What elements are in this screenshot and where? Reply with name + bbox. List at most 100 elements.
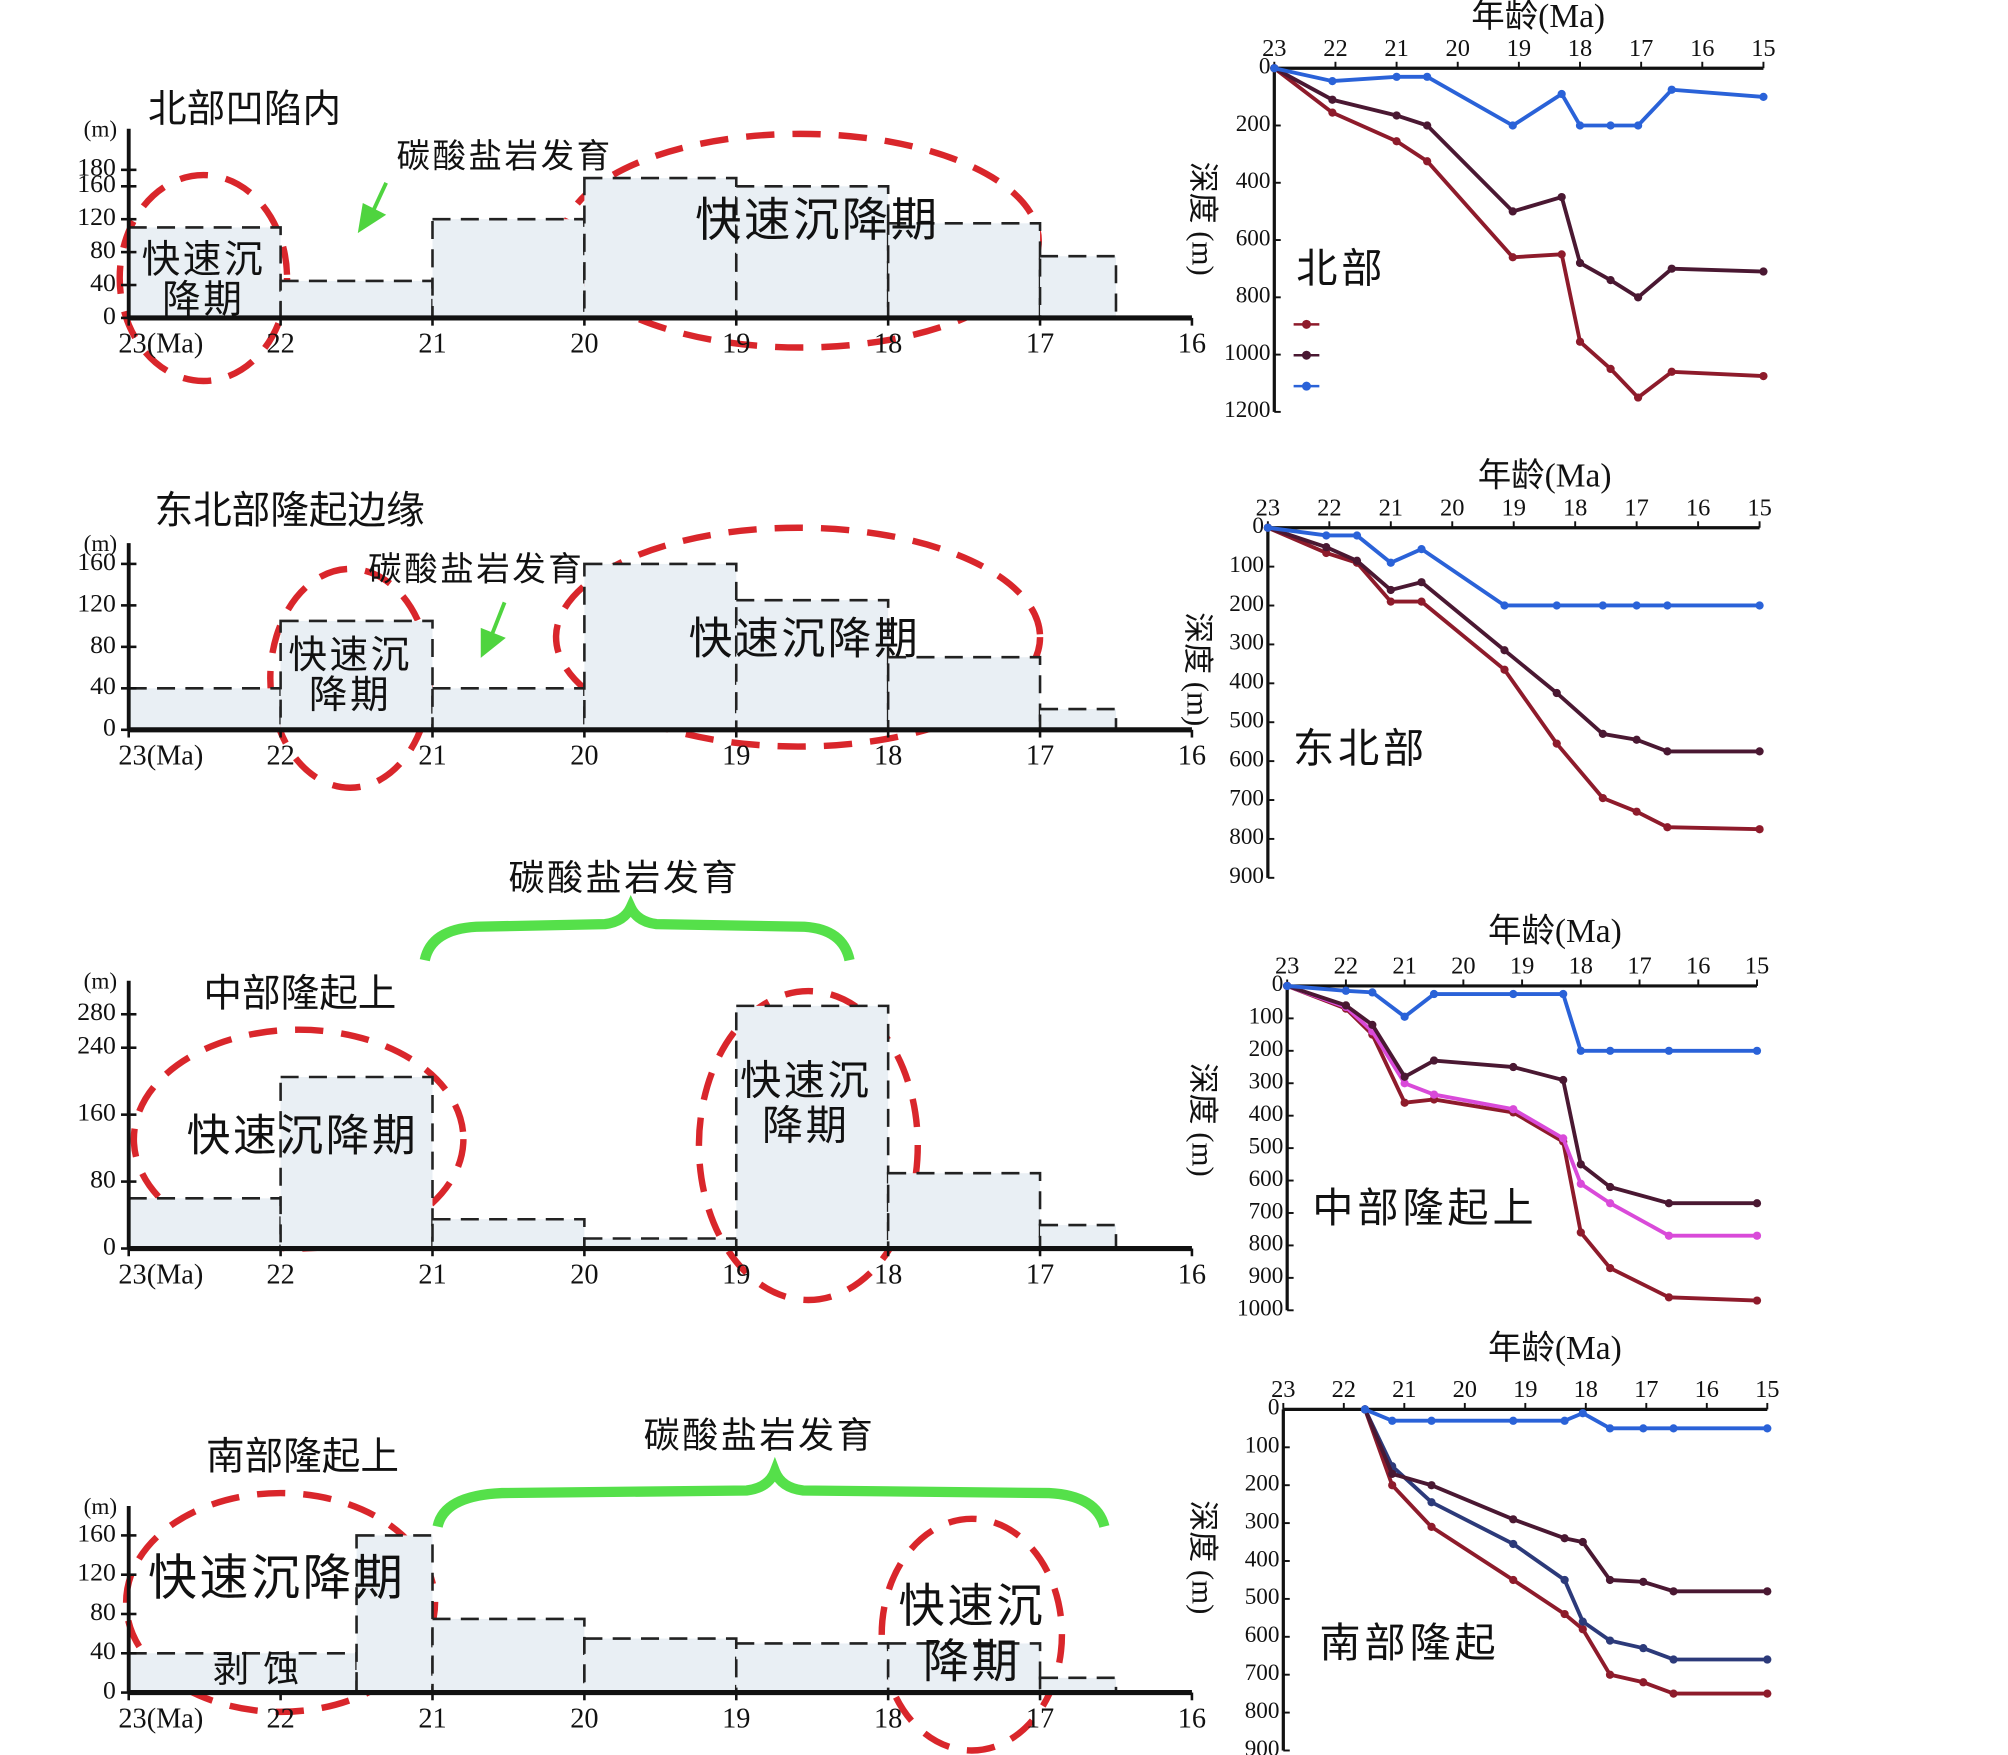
x-tick-label: 20 [570, 329, 598, 360]
point [1759, 92, 1768, 101]
y-axis-label: (m) [84, 531, 117, 557]
bar [886, 222, 1042, 320]
point [1427, 1498, 1436, 1507]
y-tick-label: 0 [103, 301, 116, 330]
x-tick-label: 18 [874, 741, 902, 772]
point [1508, 207, 1517, 216]
annotation: 剥 蚀 [213, 1650, 302, 1690]
x-tick-label: 23(Ma) [118, 1259, 203, 1290]
point [1560, 1575, 1569, 1585]
annotation: 碳酸盐岩发育 [644, 1415, 876, 1455]
point [1500, 601, 1509, 610]
x-tick-label: 19 [722, 329, 750, 360]
point [1360, 1405, 1370, 1414]
bar [886, 1642, 1042, 1694]
legend-marker [1301, 381, 1311, 391]
y-tick-label: 40 [90, 671, 116, 700]
x-tick-label: 18 [1568, 35, 1592, 62]
ellipse [122, 1489, 439, 1716]
point [1427, 1416, 1436, 1425]
x-tick-label: 18 [1569, 953, 1593, 980]
point [1328, 95, 1337, 104]
point [1605, 1670, 1615, 1679]
point [1669, 1655, 1678, 1664]
point [1400, 1012, 1409, 1021]
y-tick-label: 200 [1245, 1471, 1280, 1497]
bar [355, 1534, 434, 1694]
region-label: 中部隆起上 [1312, 1185, 1537, 1231]
x-tick-label: 16 [1695, 1376, 1719, 1403]
point [1423, 72, 1432, 81]
bar [279, 1075, 434, 1250]
green-arrows [357, 181, 507, 658]
x-tick-label: 23(Ma) [118, 329, 203, 360]
point [1667, 367, 1676, 376]
y-tick-label: 100 [1245, 1433, 1280, 1459]
point [1341, 986, 1351, 995]
x-tick-label: 19 [1507, 35, 1531, 62]
bar [583, 1637, 738, 1694]
annotation: 快速沉降期 [187, 1112, 419, 1160]
point [1664, 1293, 1674, 1302]
y-tick-label: 0 [103, 1675, 116, 1704]
ellipse [130, 1026, 467, 1252]
bar [431, 1217, 586, 1250]
y-tick-label: 160 [77, 547, 116, 576]
bar-chart: 0 80 160 240 280 23(Ma) 22 21 20 19 18 17 16 (m) 中部隆起上… [77, 858, 1206, 1290]
series-line [1267, 525, 1760, 754]
region-label: 南部隆起 [1319, 1620, 1499, 1666]
x-tick-label: 17 [1629, 35, 1653, 62]
point [1427, 1522, 1436, 1532]
y-tick-label: 200 [1229, 591, 1264, 617]
annotation: 碳酸盐岩发育 [396, 138, 612, 175]
x-tick-label: 19 [722, 1703, 750, 1734]
y-tick-label: 400 [1245, 1546, 1280, 1572]
y-tick-label: 500 [1229, 708, 1264, 734]
point [1606, 1182, 1615, 1192]
y-tick-label: 40 [90, 268, 116, 297]
point [1598, 793, 1607, 803]
y-tick-label: 120 [77, 1558, 116, 1587]
point [1557, 192, 1566, 202]
point [1392, 72, 1401, 81]
point [1559, 1134, 1568, 1143]
point [1322, 543, 1331, 552]
x-tick-label: 23(Ma) [118, 741, 203, 772]
point [1632, 807, 1641, 816]
x-tick-label: 19 [1513, 1376, 1537, 1403]
region-label: 北部 [1296, 245, 1386, 291]
y-tick-label: 300 [1249, 1069, 1284, 1095]
x-tick-label: 20 [570, 741, 598, 772]
x-tick-label: 18 [1563, 494, 1587, 521]
point [1270, 64, 1279, 73]
point [1763, 1587, 1772, 1596]
series-line [1267, 525, 1760, 832]
point [1632, 735, 1641, 744]
point [1429, 989, 1439, 999]
point [1322, 548, 1331, 558]
x-tick-label: 15 [1747, 494, 1771, 521]
point [1417, 544, 1426, 554]
x-tick-label: 18 [1574, 1376, 1598, 1403]
y-tick-label: 1000 [1237, 1296, 1283, 1322]
x-tick-label: 23(Ma) [118, 1703, 203, 1734]
y-tick-label: 500 [1249, 1133, 1284, 1159]
point [1388, 1416, 1397, 1425]
point [1632, 601, 1641, 610]
point [1605, 1424, 1615, 1433]
annotation: 碳酸盐岩发育 [368, 551, 584, 588]
x-tick-label: 20 [1440, 494, 1464, 521]
series-line [1273, 66, 1764, 401]
region-label: 东北部 [1293, 725, 1428, 771]
point [1605, 1636, 1615, 1645]
y-tick-label: 280 [77, 997, 116, 1026]
bar [734, 1004, 890, 1250]
point [1576, 1046, 1585, 1055]
bar [127, 1651, 358, 1694]
point [1606, 364, 1615, 374]
legend-marker [1301, 319, 1311, 329]
point [1575, 258, 1585, 268]
x-tick-label: 22 [266, 1703, 294, 1734]
y-tick-label: 800 [1236, 283, 1271, 309]
point [1500, 646, 1509, 655]
